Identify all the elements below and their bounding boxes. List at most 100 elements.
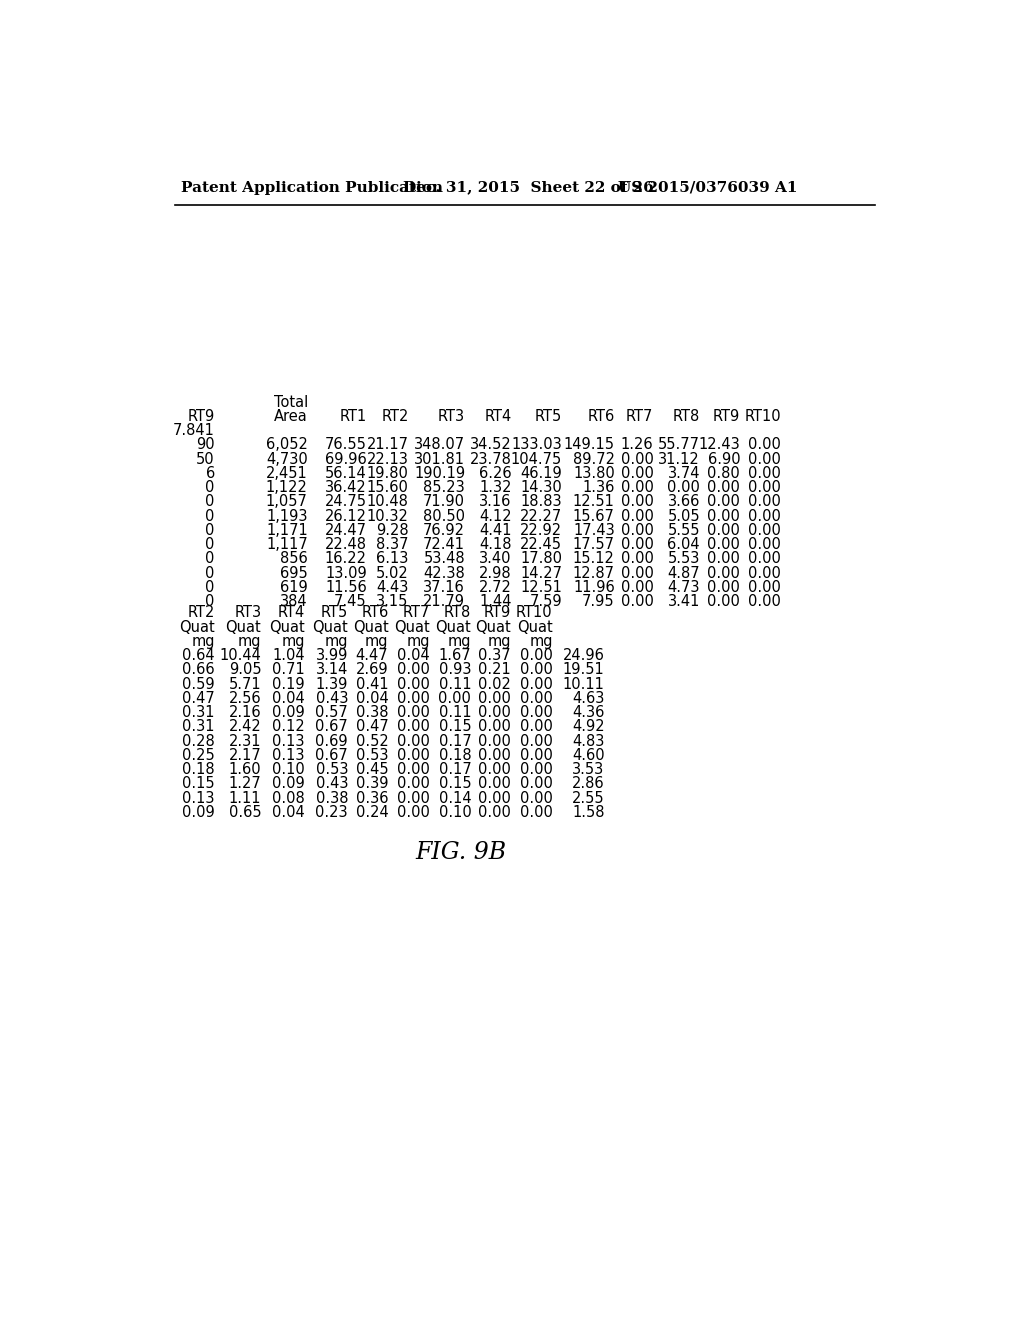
Text: Quat: Quat [225,619,261,635]
Text: RT3: RT3 [438,409,465,424]
Text: 7.59: 7.59 [529,594,562,609]
Text: 0.00: 0.00 [621,508,653,524]
Text: 0.00: 0.00 [749,579,781,595]
Text: 0.59: 0.59 [182,677,215,692]
Text: 0.00: 0.00 [749,494,781,510]
Text: 0.10: 0.10 [438,805,471,820]
Text: 2.55: 2.55 [572,791,604,805]
Text: 17.57: 17.57 [572,537,614,552]
Text: 11.56: 11.56 [325,579,367,595]
Text: 0.00: 0.00 [621,480,653,495]
Text: 4,730: 4,730 [266,451,308,466]
Text: 19.51: 19.51 [563,663,604,677]
Text: 2.56: 2.56 [228,690,261,706]
Text: 0: 0 [206,508,215,524]
Text: 76.55: 76.55 [325,437,367,453]
Text: 3.40: 3.40 [479,552,512,566]
Text: 0.57: 0.57 [315,705,348,721]
Text: 0.47: 0.47 [182,690,215,706]
Text: 24.75: 24.75 [325,494,367,510]
Text: 0.00: 0.00 [749,451,781,466]
Text: 0.17: 0.17 [438,734,471,748]
Text: RT4: RT4 [278,606,305,620]
Text: 0.00: 0.00 [478,805,511,820]
Text: 6.26: 6.26 [479,466,512,480]
Text: 85.23: 85.23 [423,480,465,495]
Text: Quat: Quat [269,619,305,635]
Text: 2.42: 2.42 [228,719,261,734]
Text: 1,117: 1,117 [266,537,308,552]
Text: 1.39: 1.39 [315,677,348,692]
Text: 10.11: 10.11 [563,677,604,692]
Text: 0.00: 0.00 [478,734,511,748]
Text: 80.50: 80.50 [423,508,465,524]
Text: 2.31: 2.31 [228,734,261,748]
Text: 1,122: 1,122 [266,480,308,495]
Text: 3.53: 3.53 [572,762,604,777]
Text: 0.00: 0.00 [621,523,653,537]
Text: 0: 0 [206,523,215,537]
Text: RT6: RT6 [361,606,388,620]
Text: 89.72: 89.72 [572,451,614,466]
Text: 0.00: 0.00 [749,594,781,609]
Text: 2.69: 2.69 [355,663,388,677]
Text: 10.44: 10.44 [219,648,261,663]
Text: 5.02: 5.02 [376,565,409,581]
Text: RT10: RT10 [516,606,553,620]
Text: FIG. 9B: FIG. 9B [416,841,507,863]
Text: 0.00: 0.00 [749,523,781,537]
Text: 3.16: 3.16 [479,494,512,510]
Text: 8.37: 8.37 [376,537,409,552]
Text: 1.58: 1.58 [572,805,604,820]
Text: 1,171: 1,171 [266,523,308,537]
Text: 9.28: 9.28 [376,523,409,537]
Text: 24.96: 24.96 [563,648,604,663]
Text: 14.30: 14.30 [520,480,562,495]
Text: 55.77: 55.77 [658,437,700,453]
Text: 0.00: 0.00 [520,748,553,763]
Text: 0.00: 0.00 [667,480,700,495]
Text: 12.87: 12.87 [572,565,614,581]
Text: 7.95: 7.95 [582,594,614,609]
Text: 24.47: 24.47 [325,523,367,537]
Text: 0.00: 0.00 [397,705,430,721]
Text: 856: 856 [280,552,308,566]
Text: RT5: RT5 [535,409,562,424]
Text: mg: mg [238,634,261,649]
Text: 0.15: 0.15 [182,776,215,792]
Text: 0.66: 0.66 [182,663,215,677]
Text: 1.32: 1.32 [479,480,512,495]
Text: 4.87: 4.87 [668,565,700,581]
Text: 34.52: 34.52 [470,437,512,453]
Text: 0.25: 0.25 [182,748,215,763]
Text: 1.67: 1.67 [438,648,471,663]
Text: RT4: RT4 [484,409,512,424]
Text: Quat: Quat [352,619,388,635]
Text: 0.00: 0.00 [621,565,653,581]
Text: 0.00: 0.00 [749,537,781,552]
Text: 0.21: 0.21 [478,663,511,677]
Text: 190.19: 190.19 [414,466,465,480]
Text: 0.00: 0.00 [749,437,781,453]
Text: 0: 0 [206,579,215,595]
Text: 2.98: 2.98 [479,565,512,581]
Text: 0.00: 0.00 [397,776,430,792]
Text: 3.74: 3.74 [668,466,700,480]
Text: 0: 0 [206,537,215,552]
Text: 133.03: 133.03 [511,437,562,453]
Text: 0.15: 0.15 [438,776,471,792]
Text: 1.44: 1.44 [479,594,512,609]
Text: 0.93: 0.93 [439,663,471,677]
Text: 56.14: 56.14 [325,466,367,480]
Text: 0.52: 0.52 [355,734,388,748]
Text: 4.18: 4.18 [479,537,512,552]
Text: 22.13: 22.13 [367,451,409,466]
Text: mg: mg [407,634,430,649]
Text: mg: mg [191,634,215,649]
Text: 4.92: 4.92 [572,719,604,734]
Text: 0.04: 0.04 [272,690,305,706]
Text: 0.00: 0.00 [397,663,430,677]
Text: 4.60: 4.60 [572,748,604,763]
Text: 0.53: 0.53 [315,762,348,777]
Text: 0.69: 0.69 [315,734,348,748]
